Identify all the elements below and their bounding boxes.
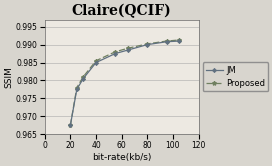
Proposed [75, 87, 78, 89]
Proposed [114, 51, 117, 53]
JM [94, 62, 98, 64]
Line: JM: JM [69, 40, 181, 127]
JM [75, 88, 78, 90]
Title: Claire(QCIF): Claire(QCIF) [72, 4, 172, 18]
JM [126, 49, 130, 51]
Proposed [126, 47, 130, 49]
JM [178, 40, 181, 42]
Legend: JM, Proposed: JM, Proposed [203, 62, 268, 91]
Proposed [178, 39, 181, 41]
X-axis label: bit-rate(kb/s): bit-rate(kb/s) [92, 153, 151, 162]
JM [69, 124, 72, 126]
JM [165, 41, 168, 43]
Proposed [165, 40, 168, 42]
JM [114, 53, 117, 55]
Proposed [94, 60, 98, 62]
Proposed [82, 76, 85, 78]
JM [146, 44, 149, 46]
Y-axis label: SSIM: SSIM [4, 66, 13, 88]
Proposed [69, 124, 72, 126]
Proposed [146, 43, 149, 45]
Line: Proposed: Proposed [68, 38, 181, 127]
JM [82, 78, 85, 80]
